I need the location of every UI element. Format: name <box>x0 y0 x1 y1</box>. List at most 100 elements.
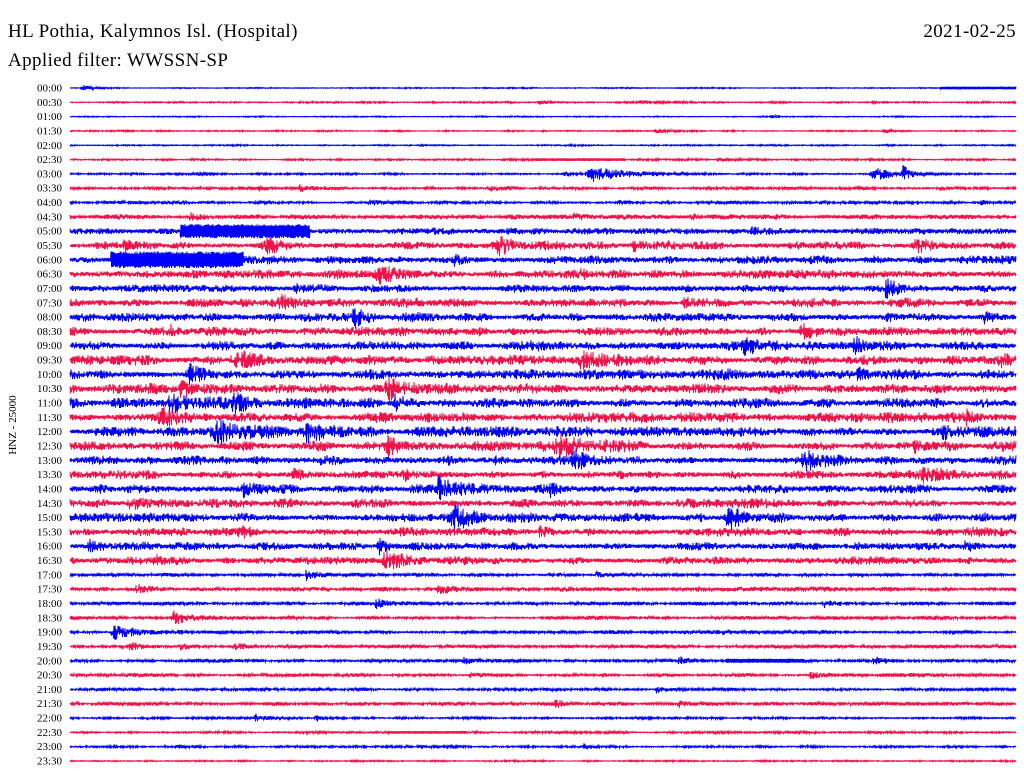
trace-01-00 <box>69 113 1017 119</box>
applied-filter: Applied filter: WWSSN-SP <box>8 50 228 71</box>
trace-13-30 <box>69 466 1017 484</box>
time-label-23-30: 23:30 <box>37 756 63 768</box>
trace-04-00 <box>69 198 1017 207</box>
time-label-02-00: 02:00 <box>37 140 63 152</box>
trace-18-00 <box>69 598 1017 610</box>
trace-08-30 <box>69 323 1017 340</box>
trace-06-00 <box>69 251 1017 269</box>
trace-02-00 <box>69 142 1017 148</box>
time-label-20-00: 20:00 <box>37 655 63 667</box>
trace-18-30 <box>69 610 1017 625</box>
time-label-18-30: 18:30 <box>37 612 63 624</box>
time-label-07-30: 07:30 <box>37 297 63 309</box>
time-label-02-30: 02:30 <box>37 154 63 166</box>
time-label-00-00: 00:00 <box>37 83 63 95</box>
time-label-10-30: 10:30 <box>37 383 63 395</box>
trace-22-30 <box>69 729 1017 736</box>
trace-19-00 <box>69 625 1017 640</box>
trace-13-00 <box>69 448 1017 472</box>
trace-05-00 <box>69 224 1017 239</box>
trace-17-00 <box>69 569 1017 582</box>
time-label-13-30: 13:30 <box>37 469 63 481</box>
time-label-16-00: 16:00 <box>37 541 63 553</box>
time-label-22-00: 22:00 <box>37 713 63 725</box>
trace-20-00 <box>69 656 1017 665</box>
time-label-05-30: 05:30 <box>37 240 63 252</box>
time-label-03-00: 03:00 <box>37 168 63 180</box>
trace-11-00 <box>69 392 1017 414</box>
trace-23-00 <box>69 743 1017 751</box>
trace-07-00 <box>69 278 1017 299</box>
time-label-10-00: 10:00 <box>37 369 63 381</box>
time-label-08-30: 08:30 <box>37 326 63 338</box>
time-label-05-00: 05:00 <box>37 226 63 238</box>
trace-21-00 <box>69 685 1017 694</box>
time-label-17-30: 17:30 <box>37 584 63 596</box>
record-date: 2021-02-25 <box>923 21 1016 42</box>
time-label-09-30: 09:30 <box>37 355 63 367</box>
trace-19-30 <box>69 641 1017 651</box>
trace-14-30 <box>69 497 1017 510</box>
time-label-04-00: 04:00 <box>37 197 63 209</box>
time-label-19-30: 19:30 <box>37 641 63 653</box>
time-label-01-00: 01:00 <box>37 111 63 123</box>
y-axis-label: HNZ - 25000 <box>7 395 19 455</box>
time-label-04-30: 04:30 <box>37 211 63 223</box>
time-label-01-30: 01:30 <box>37 126 63 138</box>
time-label-00-30: 00:30 <box>37 97 63 109</box>
time-label-14-00: 14:00 <box>37 483 63 495</box>
time-label-12-30: 12:30 <box>37 441 63 453</box>
trace-10-00 <box>69 363 1017 386</box>
trace-15-00 <box>69 504 1017 532</box>
trace-14-00 <box>69 474 1017 501</box>
time-label-12-00: 12:00 <box>37 426 63 438</box>
time-label-21-00: 21:00 <box>37 684 63 696</box>
trace-11-30 <box>69 405 1017 427</box>
trace-03-30 <box>69 184 1017 193</box>
time-label-15-30: 15:30 <box>37 526 63 538</box>
time-label-11-00: 11:00 <box>37 398 62 410</box>
trace-01-30 <box>69 127 1017 135</box>
trace-21-30 <box>69 699 1017 708</box>
trace-03-00 <box>69 164 1017 182</box>
trace-12-30 <box>69 433 1017 459</box>
time-label-23-00: 23:00 <box>37 741 63 753</box>
trace-07-30 <box>69 293 1017 310</box>
trace-05-30 <box>69 235 1017 257</box>
time-label-18-00: 18:00 <box>37 598 63 610</box>
trace-rows: 00:00 00:30 01:00 01:30 02:00 02:30 03:00 03:30… <box>37 83 1017 768</box>
trace-00-00 <box>69 84 1017 92</box>
trace-10-30 <box>69 376 1017 403</box>
time-label-13-00: 13:00 <box>37 455 63 467</box>
trace-22-00 <box>69 713 1017 722</box>
time-label-16-30: 16:30 <box>37 555 63 567</box>
trace-09-30 <box>69 350 1017 370</box>
time-label-07-00: 07:00 <box>37 283 63 295</box>
trace-23-30 <box>69 758 1017 764</box>
trace-06-30 <box>69 266 1017 285</box>
time-label-03-30: 03:30 <box>37 183 63 195</box>
trace-08-00 <box>69 308 1017 329</box>
trace-00-30 <box>69 99 1017 106</box>
trace-17-30 <box>69 583 1017 594</box>
trace-16-00 <box>69 538 1017 556</box>
trace-16-30 <box>69 550 1017 570</box>
trace-15-30 <box>69 524 1017 539</box>
trace-12-00 <box>69 420 1017 445</box>
trace-04-30 <box>69 212 1017 221</box>
time-label-11-30: 11:30 <box>37 412 62 424</box>
time-label-06-00: 06:00 <box>37 254 63 266</box>
time-label-15-00: 15:00 <box>37 512 63 524</box>
trace-20-30 <box>69 671 1017 679</box>
station-title: HL Pothia, Kalymnos Isl. (Hospital) <box>8 21 298 42</box>
time-label-17-00: 17:00 <box>37 569 63 581</box>
time-label-09-00: 09:00 <box>37 340 63 352</box>
time-label-20-30: 20:30 <box>37 670 63 682</box>
trace-02-30 <box>69 156 1017 163</box>
time-label-14-30: 14:30 <box>37 498 63 510</box>
time-label-08-00: 08:00 <box>37 312 63 324</box>
time-label-06-30: 06:30 <box>37 269 63 281</box>
trace-09-00 <box>69 336 1017 356</box>
time-label-21-30: 21:30 <box>37 698 63 710</box>
